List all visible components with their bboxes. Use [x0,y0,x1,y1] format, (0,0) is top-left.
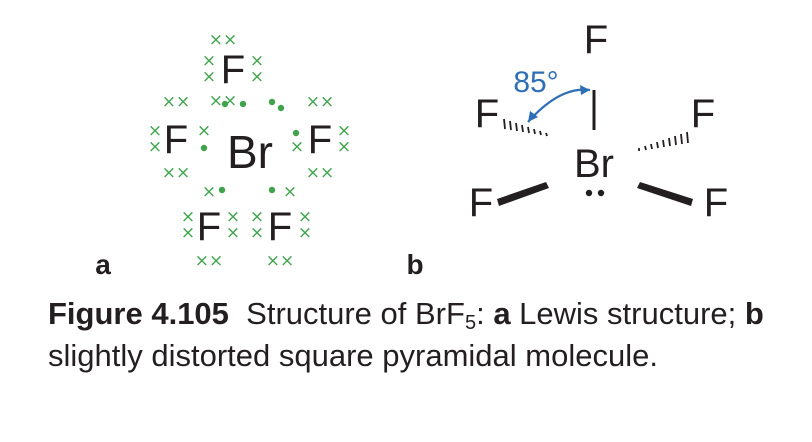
bromine-lone-pair [585,189,605,197]
svg-text:×: × [250,207,264,227]
bromine-electrons [200,98,300,194]
lewis-top-fluorine: F [221,48,245,92]
bond-angle-label: 85° [513,66,558,99]
caption-subscript: 5 [464,312,477,334]
front-left-fluorine: F [469,181,493,225]
caption-text-1: Structure of BrF [246,296,465,331]
figure-number: Figure 4.105 [48,296,229,331]
figure-caption: Figure 4.105 Structure of BrF5: a Lewis … [48,293,788,377]
svg-text:××: ×× [306,163,335,183]
svg-text:×: × [250,51,264,71]
front-right-fluorine: F [704,181,728,225]
svg-text:×: × [298,207,312,227]
lone-pair-crosses: ×× × × × × ×× ×× × × × ×× ×× × × × ×× × … [148,30,351,271]
caption-text-2: : [476,296,494,331]
back-left-hashed-bond [503,118,548,137]
svg-text:×: × [197,121,211,141]
caption-text-3: Lewis structure; [510,296,745,331]
axial-fluorine: F [584,18,608,62]
svg-text:×: × [226,207,240,227]
caption-part-a: a [493,296,511,331]
lewis-bromine: Br [227,126,273,178]
svg-text:×: × [202,67,216,87]
back-right-hashed-bond [638,131,689,151]
caption-text-4: slightly distorted square pyramidal mole… [48,338,658,373]
lewis-bottom-right-fluorine: F [268,205,292,249]
svg-text:××: ×× [209,91,238,111]
panel-label-b: b [406,249,423,280]
svg-text:××: ×× [209,30,238,50]
svg-text:×: × [148,137,162,157]
svg-text:××: ×× [306,92,335,112]
svg-text:×: × [337,121,351,141]
molecular-geometry: F F F Br F F [406,18,728,280]
svg-text:×: × [202,182,216,202]
lewis-structure: F F Br F F F ×× × × × × ×× ×× × × × ×× ×… [95,30,351,280]
svg-text:×: × [148,121,162,141]
panel-label-a: a [95,249,111,280]
angle-arrowhead-start [528,111,538,122]
svg-text:××: ×× [162,92,191,112]
front-right-wedge-bond [637,182,693,206]
svg-text:××: ×× [195,251,224,271]
svg-text:×: × [202,51,216,71]
geometry-bromine: Br [574,142,614,186]
front-left-wedge-bond [497,182,549,206]
svg-text:×: × [226,223,240,243]
svg-text:×: × [337,137,351,157]
lewis-right-fluorine: F [308,118,332,162]
back-right-fluorine: F [691,92,715,136]
svg-text:×: × [298,223,312,243]
svg-text:×: × [181,207,195,227]
lewis-left-fluorine: F [164,118,188,162]
svg-text:×: × [290,137,304,157]
svg-text:×: × [181,223,195,243]
caption-part-b: b [744,296,764,331]
svg-text:××: ×× [266,251,295,271]
svg-text:××: ×× [162,163,191,183]
lewis-bottom-left-fluorine: F [197,205,221,249]
angle-arrowhead-end [580,85,590,95]
svg-text:×: × [250,67,264,87]
back-left-fluorine: F [475,92,499,136]
svg-text:×: × [250,223,264,243]
svg-text:×: × [283,182,297,202]
